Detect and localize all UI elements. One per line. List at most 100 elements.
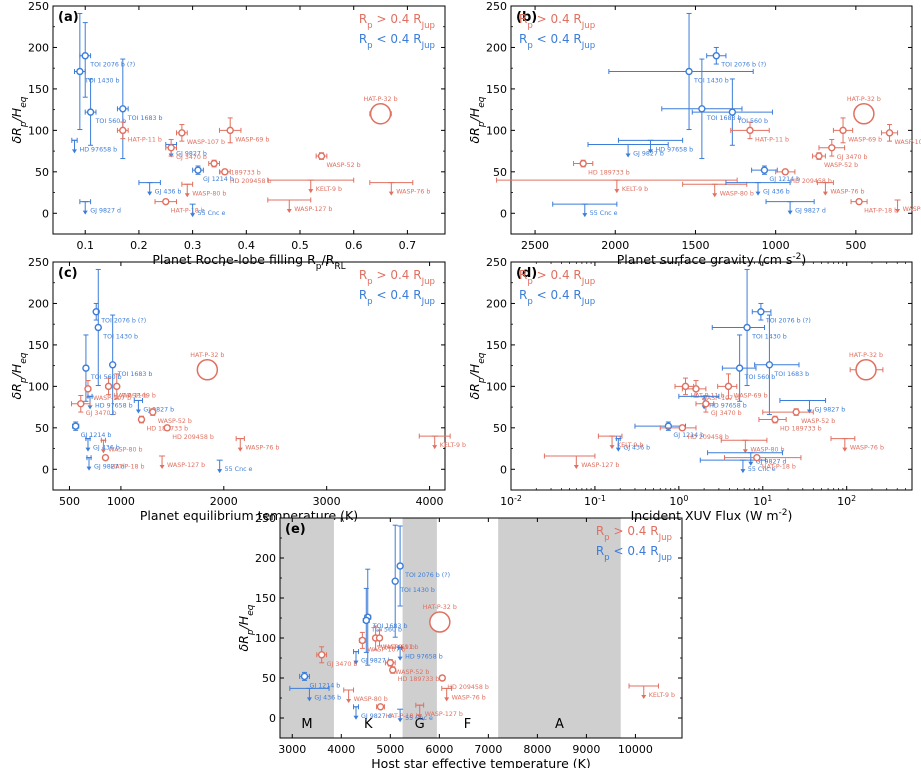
point-label: GJ 3470 b bbox=[711, 410, 742, 417]
data-point: GJ 3470 b bbox=[818, 138, 868, 161]
point-label: HD 97658 b bbox=[79, 146, 117, 153]
upper-limit-arrow bbox=[71, 149, 77, 154]
point-label: TOI 1430 b bbox=[399, 587, 435, 594]
data-point: KELT-9 b bbox=[628, 683, 675, 699]
point-label: HAT-P-11 b bbox=[114, 392, 148, 399]
point-label: HD 189733 b bbox=[588, 170, 630, 177]
marker bbox=[376, 703, 385, 711]
marker bbox=[792, 408, 800, 416]
point-label: WASP-107 b bbox=[367, 646, 405, 653]
marker bbox=[885, 129, 894, 137]
upper-limit-arrow bbox=[787, 210, 793, 215]
point-label: WASP-76 b bbox=[245, 445, 279, 452]
upper-limit-arrow bbox=[397, 656, 403, 661]
data-point: GJ 1214 b bbox=[192, 165, 234, 183]
data-point: GJ 9827 d bbox=[707, 450, 787, 466]
point-label: WASP-69 b bbox=[235, 136, 269, 143]
point-label: HD 189733 b bbox=[398, 676, 440, 683]
point-label: HD 209458 b bbox=[230, 178, 272, 185]
data-point: TOI 1683 b bbox=[108, 314, 152, 416]
point-label: WASP-80 b bbox=[354, 696, 388, 703]
marker bbox=[76, 67, 84, 76]
panel-d: 0 50 100 150 200 250 10-2 10-1 100 101 102 Incident… bbox=[467, 256, 913, 523]
data-point: HD 189733 b bbox=[208, 159, 261, 177]
marker bbox=[81, 52, 89, 60]
data-point: WASP-76 b bbox=[369, 180, 430, 196]
data-point: HD 97658 b bbox=[87, 393, 133, 410]
point-label: TOI 1430 b bbox=[102, 333, 138, 340]
axes-frame bbox=[510, 261, 913, 491]
spectral-band-label: F bbox=[464, 717, 471, 732]
data-point: TOI 1430 b bbox=[391, 524, 435, 638]
point-label: HAT-P-18 b bbox=[171, 208, 205, 215]
marker bbox=[104, 382, 113, 391]
upper-limit-arrow bbox=[573, 465, 579, 470]
data-point: GJ 9827 b bbox=[587, 141, 669, 158]
data-point: TOI 2076 b (?) bbox=[706, 46, 766, 69]
upper-limit-arrow bbox=[417, 714, 423, 719]
marker bbox=[162, 197, 170, 206]
upper-limit-arrow bbox=[740, 469, 746, 474]
y-tick-label: 250 bbox=[486, 0, 507, 13]
x-tick-label: 500 bbox=[845, 239, 866, 252]
point-label: WASP-76 b bbox=[452, 694, 486, 701]
data-point: WASP-52 b bbox=[315, 152, 361, 169]
marker bbox=[358, 636, 367, 645]
point-label: TOI 1683 b bbox=[706, 115, 742, 122]
point-label: GJ 3470 b bbox=[327, 661, 358, 668]
data-point: WASP-69 b bbox=[832, 117, 882, 143]
point-label: GJ 436 b bbox=[93, 445, 120, 452]
data-point: WASP-69 b bbox=[218, 117, 269, 143]
marker bbox=[317, 651, 326, 659]
data-point: WASP-107 b bbox=[881, 124, 921, 146]
data-point: WASP-80 b bbox=[720, 437, 784, 454]
y-tick-label: 250 bbox=[28, 0, 49, 13]
point-label: WASP-107 b bbox=[895, 139, 921, 146]
x-tick-label: 3000 bbox=[278, 743, 306, 756]
upper-limit-arrow bbox=[286, 209, 292, 214]
y-tick-label: 150 bbox=[28, 339, 49, 352]
data-point: GJ 436 b bbox=[289, 685, 341, 702]
y-tick-label: 150 bbox=[486, 339, 507, 352]
marker bbox=[692, 385, 700, 393]
data-point: HAT-P-32 b bbox=[364, 96, 398, 125]
point-label: WASP-80 b bbox=[192, 190, 226, 197]
marker bbox=[743, 323, 751, 332]
point-label: 55 Cnc e bbox=[405, 715, 433, 722]
point-label: WASP-76 b bbox=[830, 189, 864, 196]
x-tick-label: 2500 bbox=[521, 239, 549, 252]
point-label: WASP-52 b bbox=[824, 162, 858, 169]
marker bbox=[71, 422, 80, 430]
panel-label: (e) bbox=[285, 522, 306, 537]
upper-limit-arrow bbox=[217, 469, 223, 474]
point-label: WASP-107 b bbox=[701, 395, 739, 402]
point-label: KELT-9 b bbox=[649, 692, 675, 699]
y-tick-label: 150 bbox=[28, 83, 49, 96]
x-tick-label: 6000 bbox=[425, 743, 453, 756]
data-point: HD 97658 b bbox=[397, 645, 443, 661]
axes-frame bbox=[52, 5, 446, 235]
point-label: WASP-127 b bbox=[581, 462, 619, 469]
x-tick-label: 100 bbox=[669, 494, 688, 509]
marker bbox=[855, 359, 877, 381]
point-label: TOI 1430 b bbox=[84, 77, 120, 84]
point-label: HD 209458 b bbox=[447, 684, 489, 691]
legend-small: Rp < 0.4 RJup bbox=[519, 288, 595, 307]
upper-limit-arrow bbox=[135, 409, 141, 414]
legend-small: Rp < 0.4 RJup bbox=[519, 32, 595, 51]
data-point: WASP-52 b bbox=[149, 408, 192, 425]
x-tick-label: 0.4 bbox=[238, 239, 256, 252]
upper-limit-arrow bbox=[353, 660, 359, 665]
point-label: HD 209458 b bbox=[790, 178, 832, 185]
marker bbox=[108, 361, 117, 369]
legend-small: Rp < 0.4 RJup bbox=[596, 544, 672, 563]
upper-limit-arrow bbox=[237, 447, 243, 452]
x-tick-label: 101 bbox=[753, 494, 772, 509]
point-label: WASP-69 b bbox=[733, 392, 767, 399]
point-label: HAT-P-32 b bbox=[364, 96, 398, 103]
legend-big: Rp > 0.4 RJup bbox=[359, 268, 435, 287]
point-label: TOI 560 b bbox=[744, 374, 776, 381]
point-label: WASP-127 b bbox=[167, 462, 205, 469]
x-tick-label: 10000 bbox=[618, 743, 653, 756]
